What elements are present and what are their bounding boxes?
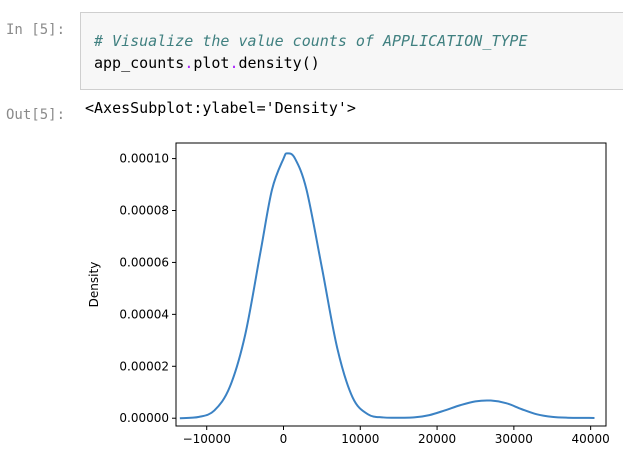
x-tick-label: 30000 bbox=[495, 432, 533, 446]
code-statement: app_counts.plot.density() bbox=[94, 54, 320, 72]
y-tick-label: 0.00010 bbox=[119, 152, 169, 166]
output-repr: <AxesSubplot:ylabel='Density'> bbox=[85, 99, 356, 117]
y-tick-label: 0.00000 bbox=[119, 411, 169, 425]
y-tick-label: 0.00006 bbox=[119, 255, 169, 269]
y-tick-label: 0.00008 bbox=[119, 204, 169, 218]
y-tick-label: 0.00002 bbox=[119, 359, 169, 373]
output-prompt: Out[5]: bbox=[6, 107, 66, 123]
code-input-area[interactable]: # Visualize the value counts of APPLICAT… bbox=[80, 12, 623, 90]
x-tick-label: 10000 bbox=[341, 432, 379, 446]
x-tick-label: 0 bbox=[280, 432, 288, 446]
x-tick-label: 40000 bbox=[572, 432, 610, 446]
density-line bbox=[179, 152, 595, 420]
code-comment: # Visualize the value counts of APPLICAT… bbox=[94, 32, 528, 50]
x-tick-label: 20000 bbox=[418, 432, 456, 446]
y-tick-label: 0.00004 bbox=[119, 307, 169, 321]
plot-frame bbox=[175, 142, 607, 427]
input-prompt: In [5]: bbox=[6, 22, 66, 38]
y-axis-label: Density bbox=[87, 262, 101, 308]
code-attribute: plot bbox=[193, 54, 230, 72]
code-object: app_counts bbox=[94, 54, 185, 72]
code-method: density() bbox=[238, 54, 320, 72]
x-tick-label: −10000 bbox=[183, 432, 231, 446]
